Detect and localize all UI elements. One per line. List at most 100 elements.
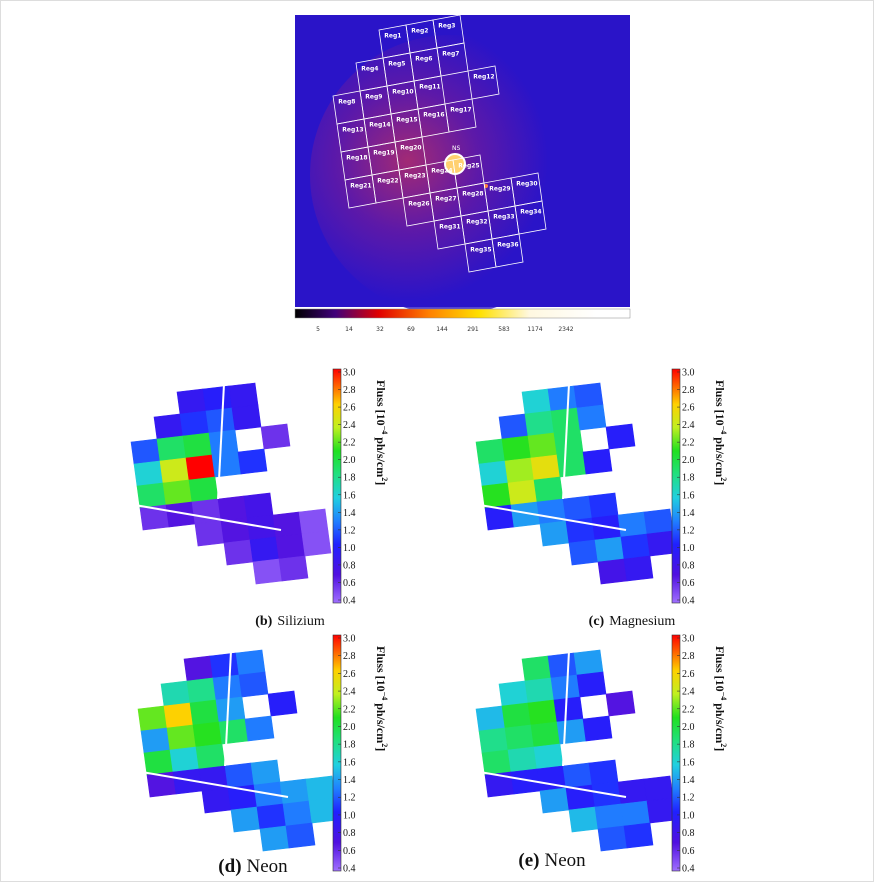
region-label: Reg12 — [473, 74, 494, 81]
flux-tile — [250, 537, 279, 562]
flux-tile — [647, 531, 676, 556]
panel-letter: (e) — [518, 850, 539, 871]
flux-tile — [554, 697, 583, 722]
flux-tile — [257, 804, 286, 829]
flux-tile — [260, 826, 289, 851]
colorbar-tick-label: 1.4 — [343, 508, 356, 519]
flux-tile — [202, 788, 231, 813]
colorbar-tick-label: 1.4 — [682, 508, 695, 519]
flux-tile — [595, 537, 624, 562]
flux-tile — [499, 414, 528, 439]
colorbar-tick-label: 2.0 — [343, 722, 356, 733]
flux-tile — [167, 725, 196, 750]
flux-tile — [647, 798, 676, 823]
flux-tile — [563, 496, 592, 521]
source-label: NS — [452, 145, 460, 152]
flux-tile — [522, 389, 551, 414]
colorbar-label-part: ] — [713, 481, 727, 485]
colorbar-label-part: ] — [374, 481, 388, 485]
flux-tile — [621, 534, 650, 559]
colorbar-tick-label: 0.6 — [682, 846, 695, 857]
flux-tile — [163, 480, 192, 505]
colorbar-tick-label: 2.8 — [682, 651, 695, 662]
region-label: Reg35 — [470, 247, 491, 254]
panel-name: Neon — [247, 856, 289, 877]
image-colorbar-tick: 32 — [376, 326, 384, 333]
region-label: Reg23 — [404, 173, 425, 180]
flux-tile — [203, 386, 232, 411]
figure: Reg1Reg2Reg3Reg4Reg5Reg6Reg7Reg8Reg9Reg1… — [0, 0, 874, 882]
colorbar-label-part: −4 — [380, 426, 389, 435]
flux-tile — [141, 728, 170, 753]
image-colorbar-tick: 144 — [436, 326, 448, 333]
colorbar-tick-label: 1.0 — [682, 543, 695, 554]
panel-caption: (e)Neon — [518, 850, 586, 871]
flux-colorbar — [333, 635, 341, 871]
flux-tile — [251, 760, 280, 785]
flux-tile — [245, 716, 274, 741]
flux-tile — [276, 534, 305, 559]
flux-tile — [476, 706, 505, 731]
flux-tile — [644, 509, 673, 534]
region-label: Reg30 — [516, 181, 537, 188]
flux-tile — [219, 719, 248, 744]
image-colorbar-tick: 2342 — [558, 326, 573, 333]
flux-tile — [589, 760, 618, 785]
colorbar-tick-label: 1.8 — [682, 473, 695, 484]
colorbar-tick-label: 3.0 — [682, 368, 695, 379]
flux-tile — [574, 383, 603, 408]
region-label: Reg36 — [497, 242, 518, 249]
colorbar-tick-label: 0.4 — [682, 864, 695, 875]
colorbar-tick-label: 2.4 — [343, 687, 356, 698]
colorbar-tick-label: 2.8 — [343, 651, 356, 662]
flux-tile — [154, 414, 183, 439]
page: Reg1Reg2Reg3Reg4Reg5Reg6Reg7Reg8Reg9Reg1… — [0, 0, 874, 882]
image-colorbar-tick: 291 — [467, 326, 479, 333]
region-label: Reg20 — [400, 145, 421, 152]
colorbar-tick-label: 2.6 — [343, 669, 356, 680]
flux-tile — [199, 766, 228, 791]
flux-colorbar — [672, 369, 680, 603]
flux-tile — [534, 477, 563, 502]
panel-name: Neon — [544, 850, 586, 871]
region-label: Reg33 — [493, 214, 514, 221]
flux-tile — [618, 779, 647, 804]
flux-tile — [137, 483, 166, 508]
flux-tile — [187, 678, 216, 703]
region-label: Reg19 — [373, 150, 394, 157]
flux-tile — [189, 477, 218, 502]
colorbar-tick-label: 1.4 — [682, 775, 695, 786]
region-label: Reg2 — [411, 28, 428, 35]
region-label: Reg10 — [392, 89, 413, 96]
flux-tile — [540, 788, 569, 813]
flux-tile — [598, 826, 627, 851]
colorbar-tick-label: 3.0 — [343, 368, 356, 379]
region-label: Reg14 — [369, 122, 390, 129]
region-label: Reg13 — [342, 127, 363, 134]
flux-tile — [551, 408, 580, 433]
remnant-glow — [310, 35, 590, 315]
flux-tile — [598, 559, 627, 584]
flux-tile — [534, 744, 563, 769]
flux-tile — [157, 436, 186, 461]
flux-tile — [218, 496, 247, 521]
colorbar-label-part: ] — [374, 747, 388, 751]
flux-tile — [569, 540, 598, 565]
flux-tile — [283, 801, 312, 826]
colorbar-label-part: ph/s/cm — [713, 703, 727, 743]
flux-tile — [479, 461, 508, 486]
colorbar-tick-label: 3.0 — [682, 634, 695, 645]
flux-tile — [138, 706, 167, 731]
region-label: Reg22 — [377, 178, 398, 185]
flux-tile — [557, 452, 586, 477]
flux-tile — [525, 678, 554, 703]
flux-tile — [621, 801, 650, 826]
colorbar-tick-label: 0.4 — [343, 864, 356, 875]
flux-tile — [557, 719, 586, 744]
flux-tile — [186, 455, 215, 480]
flux-colorbar — [333, 369, 341, 603]
colorbar-tick-label: 1.0 — [682, 810, 695, 821]
flux-tile — [554, 430, 583, 455]
colorbar-tick-label: 2.4 — [343, 420, 356, 431]
colorbar-tick-label: 1.6 — [343, 757, 356, 768]
